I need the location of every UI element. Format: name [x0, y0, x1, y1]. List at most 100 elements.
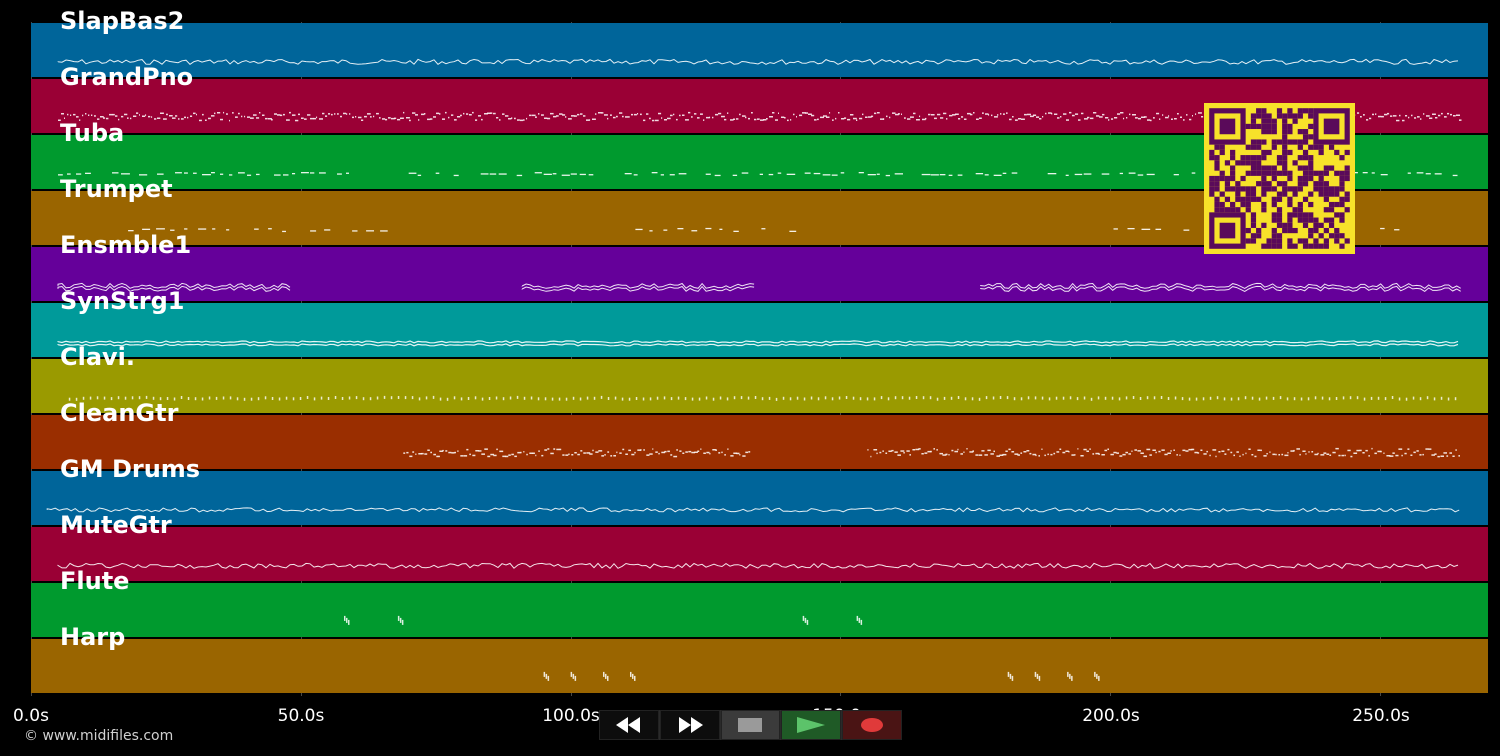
note: [865, 116, 868, 118]
note: [1007, 671, 1010, 677]
note: [361, 119, 364, 121]
note: [904, 117, 906, 119]
note: [376, 112, 379, 115]
note: [979, 117, 982, 119]
note: [1077, 448, 1079, 450]
note: [1096, 115, 1100, 117]
note: [505, 115, 509, 117]
note: [698, 397, 701, 401]
note: [948, 174, 953, 176]
note: [193, 112, 196, 115]
note: [742, 115, 746, 117]
track-row[interactable]: SlapBas2: [31, 9, 1488, 77]
record-button[interactable]: [842, 710, 902, 740]
note: [1275, 453, 1277, 456]
note: [454, 119, 457, 121]
note: [198, 228, 207, 230]
note: [838, 396, 841, 400]
note: [427, 449, 430, 451]
note: [1089, 448, 1091, 450]
note: [1419, 397, 1422, 401]
track-row[interactable]: Flute: [31, 569, 1488, 637]
note: [175, 115, 178, 117]
note: [1072, 114, 1075, 117]
stop-button[interactable]: [720, 710, 781, 740]
note: [334, 396, 337, 399]
note: [754, 396, 757, 399]
note: [1048, 112, 1052, 114]
track-row[interactable]: SynStrg1: [31, 289, 1488, 357]
note: [358, 116, 362, 119]
note: [100, 116, 104, 118]
note: [1158, 450, 1161, 453]
note: [1293, 449, 1295, 452]
note: [976, 118, 979, 120]
qr-pattern: [1209, 108, 1350, 249]
note: [1006, 396, 1009, 400]
note: [761, 397, 764, 401]
note: [551, 397, 554, 401]
note-trace: [57, 562, 1459, 569]
note: [352, 116, 354, 119]
note: [1123, 117, 1125, 120]
note: [934, 117, 937, 120]
note: [1047, 173, 1057, 175]
note: [808, 113, 812, 115]
track-label: SynStrg1: [60, 287, 185, 315]
note: [950, 396, 953, 400]
note: [649, 230, 653, 232]
note: [89, 396, 92, 400]
track-row[interactable]: Clavi.: [31, 345, 1488, 413]
note: [1032, 453, 1037, 456]
note: [1356, 396, 1359, 400]
track-label: GrandPno: [60, 63, 194, 91]
note: [613, 116, 616, 119]
track-row[interactable]: CleanGtr: [31, 401, 1488, 469]
note: [472, 454, 476, 457]
note: [921, 173, 931, 176]
note: [400, 117, 404, 119]
rewind-button[interactable]: [599, 710, 659, 740]
note: [939, 452, 943, 455]
note: [649, 397, 652, 401]
note: [957, 174, 963, 176]
note: [1363, 114, 1365, 116]
note: [736, 452, 740, 455]
note: [1257, 449, 1261, 451]
note: [579, 397, 582, 401]
note: [67, 173, 71, 175]
track-row[interactable]: GM Drums: [31, 457, 1488, 525]
note: [1030, 115, 1034, 118]
note: [1456, 114, 1460, 116]
note: [628, 397, 631, 401]
note: [919, 115, 921, 118]
note: [1437, 455, 1440, 458]
note: [1329, 454, 1332, 456]
note: [1008, 448, 1011, 451]
track-row[interactable]: MuteGtr: [31, 513, 1488, 581]
track-label: CleanGtr: [60, 399, 179, 427]
note: [586, 396, 589, 400]
play-button[interactable]: [781, 710, 842, 740]
track-row[interactable]: Harp: [31, 625, 1488, 693]
note: [1218, 451, 1221, 453]
note: [1146, 173, 1155, 176]
note: [58, 174, 63, 176]
note: [1074, 454, 1076, 456]
note: [1350, 455, 1353, 458]
note: [733, 396, 736, 400]
note: [1206, 450, 1208, 453]
fast-forward-button[interactable]: [659, 710, 720, 740]
track-label: MuteGtr: [60, 511, 172, 539]
note: [1041, 396, 1044, 400]
note: [748, 117, 750, 120]
note-trace: [57, 285, 291, 292]
note: [631, 113, 634, 116]
note: [1402, 119, 1405, 122]
track-row[interactable]: Ensmble1: [31, 233, 1488, 301]
note: [1370, 396, 1373, 400]
note: [868, 116, 872, 118]
note: [1114, 117, 1118, 119]
note: [709, 116, 711, 119]
note: [619, 452, 622, 454]
